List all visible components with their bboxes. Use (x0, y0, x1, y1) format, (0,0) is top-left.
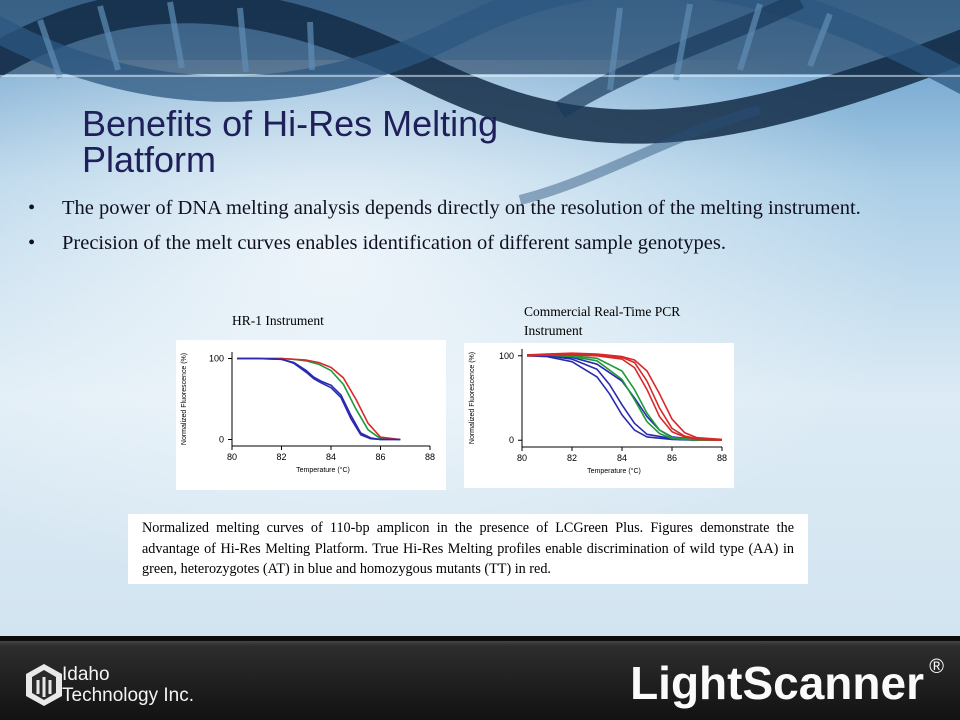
bullet-list: • The power of DNA melting analysis depe… (28, 193, 933, 263)
melt-curve-aa-0 (237, 357, 401, 441)
melt-curve-at-2 (527, 355, 723, 441)
footer-bar (0, 636, 960, 720)
melt-curve-at-3 (237, 357, 401, 441)
x-tick-label: 80 (517, 453, 527, 463)
melt-curve-tt-1 (237, 357, 401, 441)
x-tick-label: 86 (375, 452, 385, 462)
chart-hr1: 80 82 84 86 88 0 100 Temperature (°C) Normalized… (176, 340, 446, 490)
x-tick-label: 86 (667, 453, 677, 463)
x-axis-label: Temperature (°C) (296, 466, 350, 474)
x-tick-label: 84 (617, 453, 627, 463)
chart-title-commercial: Commercial Real-Time PCR Instrument (524, 304, 681, 338)
brand-registered-mark: ® (929, 656, 944, 678)
bullet-item: • Precision of the melt curves enables i… (28, 228, 933, 258)
chart-commercial: 80 82 84 86 88 0 100 Temperature (°C) Normalized… (464, 343, 734, 488)
chart-commercial-svg: 80 82 84 86 88 0 100 Temperature (°C) Normalized… (469, 349, 727, 475)
melt-curve-tt-7 (526, 354, 723, 441)
bullet-item: • The power of DNA melting analysis depe… (28, 193, 933, 223)
bullet-dot: • (28, 232, 36, 254)
y-axis-label: Normalized Fluorescence (%) (469, 352, 476, 444)
company-line-1: Idaho (62, 664, 110, 685)
figure-caption: Normalized melting curves of 110-bp ampl… (128, 514, 808, 584)
melt-curve-tt-6 (526, 352, 723, 441)
slide-title: Benefits of Hi-Res Melting Platform (82, 103, 499, 180)
x-tick-label: 80 (227, 452, 237, 462)
melt-curve-tt-5 (526, 353, 723, 441)
x-tick-label: 82 (276, 452, 286, 462)
idaho-logo-icon (26, 664, 62, 706)
bullet-text: Precision of the melt curves enables ide… (62, 232, 726, 254)
y-tick-label: 100 (499, 351, 514, 361)
x-axis-label: Temperature (°C) (587, 467, 641, 475)
x-tick-label: 88 (717, 453, 727, 463)
bullet-text: The power of DNA melting analysis depend… (62, 197, 861, 219)
melt-curve-aa-3 (527, 354, 722, 441)
x-tick-label: 84 (326, 452, 336, 462)
chart-title-hr1: HR-1 Instrument (232, 313, 324, 328)
company-name: Idaho Technology Inc. (62, 664, 194, 706)
melt-curve-at-2 (237, 357, 401, 441)
brand-logo: LightScanner (630, 657, 924, 709)
y-tick-label: 0 (509, 435, 514, 445)
x-tick-label: 82 (567, 453, 577, 463)
x-tick-label: 88 (425, 452, 435, 462)
company-line-2: Technology Inc. (62, 685, 195, 706)
y-tick-label: 0 (219, 435, 224, 445)
bullet-dot: • (28, 197, 36, 219)
y-axis-label: Normalized Fluorescence (%) (181, 353, 188, 445)
melt-curve-at-0 (526, 355, 722, 441)
chart-hr1-svg: 80 82 84 86 88 0 100 Temperature (°C) Normalized… (181, 352, 435, 474)
melt-curve-aa-4 (526, 354, 723, 441)
y-tick-label: 100 (209, 353, 224, 363)
melt-curve-at-1 (526, 354, 722, 441)
